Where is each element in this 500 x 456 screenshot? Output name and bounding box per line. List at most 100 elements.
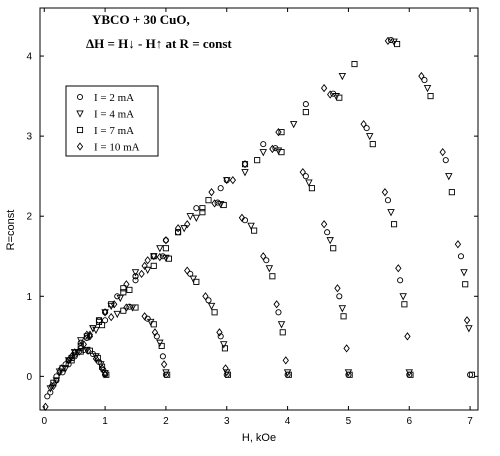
point [156, 245, 164, 253]
point [42, 402, 49, 411]
point [80, 340, 87, 349]
y-tick-label: 3 [26, 132, 32, 143]
point [395, 264, 402, 273]
point [214, 199, 221, 206]
point [399, 293, 407, 301]
point [260, 252, 267, 261]
point [369, 141, 376, 148]
point [241, 160, 249, 169]
point [159, 353, 166, 360]
point [381, 188, 389, 197]
point [186, 213, 194, 221]
point [70, 349, 79, 357]
point [165, 255, 173, 262]
point [150, 262, 157, 269]
point [86, 347, 93, 354]
annotation: ΔH = H↓ - H↑ at R = const [86, 36, 232, 51]
point [192, 214, 201, 222]
point [114, 293, 121, 300]
point [384, 197, 392, 204]
point [279, 329, 286, 336]
point [241, 169, 249, 177]
legend-marker [76, 142, 84, 151]
point [302, 109, 309, 116]
point [407, 371, 414, 378]
point [158, 342, 165, 349]
point [216, 328, 223, 337]
point [162, 245, 169, 252]
point [86, 332, 94, 341]
point [199, 205, 206, 212]
point [47, 389, 54, 396]
point [326, 237, 334, 245]
point [71, 348, 78, 357]
y-tick-label: 1 [26, 292, 32, 303]
point [404, 332, 411, 341]
point [101, 308, 109, 317]
point [92, 326, 100, 335]
point [327, 90, 334, 99]
point [83, 330, 91, 339]
point [254, 157, 261, 164]
point [457, 253, 465, 260]
point [180, 225, 188, 233]
y-tick-label: 0 [26, 372, 32, 383]
point [174, 224, 182, 233]
point [108, 301, 115, 308]
point [460, 269, 468, 277]
point [89, 325, 97, 333]
point [184, 220, 191, 229]
point [160, 360, 168, 369]
point [463, 316, 471, 325]
x-tick-label: 1 [102, 416, 108, 427]
legend-marker [76, 110, 84, 118]
point [126, 303, 133, 310]
point [123, 303, 130, 312]
point [320, 220, 328, 229]
point [397, 277, 404, 284]
point [259, 149, 267, 157]
point [360, 119, 367, 129]
point [282, 356, 289, 365]
point [151, 328, 159, 337]
point [159, 253, 166, 260]
point [92, 354, 100, 363]
point [162, 254, 170, 263]
point [56, 368, 63, 377]
point [120, 289, 127, 296]
point [141, 261, 148, 270]
legend-marker [76, 126, 84, 134]
point [330, 245, 337, 252]
y-axis-label: R=const [5, 210, 17, 251]
point [48, 381, 55, 391]
point [465, 325, 473, 333]
legend-label: I = 2 mA [94, 92, 134, 104]
point [150, 253, 157, 260]
point [275, 309, 282, 316]
point [336, 94, 343, 101]
point [98, 364, 106, 373]
point [289, 121, 298, 129]
point [95, 317, 103, 324]
point [84, 346, 92, 355]
point [336, 293, 343, 300]
point [50, 381, 57, 391]
point [241, 161, 249, 168]
point [53, 373, 60, 380]
point [94, 354, 101, 361]
point [202, 292, 209, 301]
point [222, 364, 229, 373]
point [132, 277, 139, 284]
point [338, 305, 347, 313]
legend-label: I = 10 mA [94, 142, 140, 154]
point [418, 71, 425, 81]
point [138, 269, 145, 279]
point [65, 356, 72, 365]
point [363, 125, 370, 132]
point [221, 345, 228, 352]
x-tick-label: 6 [406, 416, 412, 427]
point [132, 304, 139, 311]
point [156, 252, 164, 262]
point [175, 229, 182, 236]
point [305, 179, 313, 187]
